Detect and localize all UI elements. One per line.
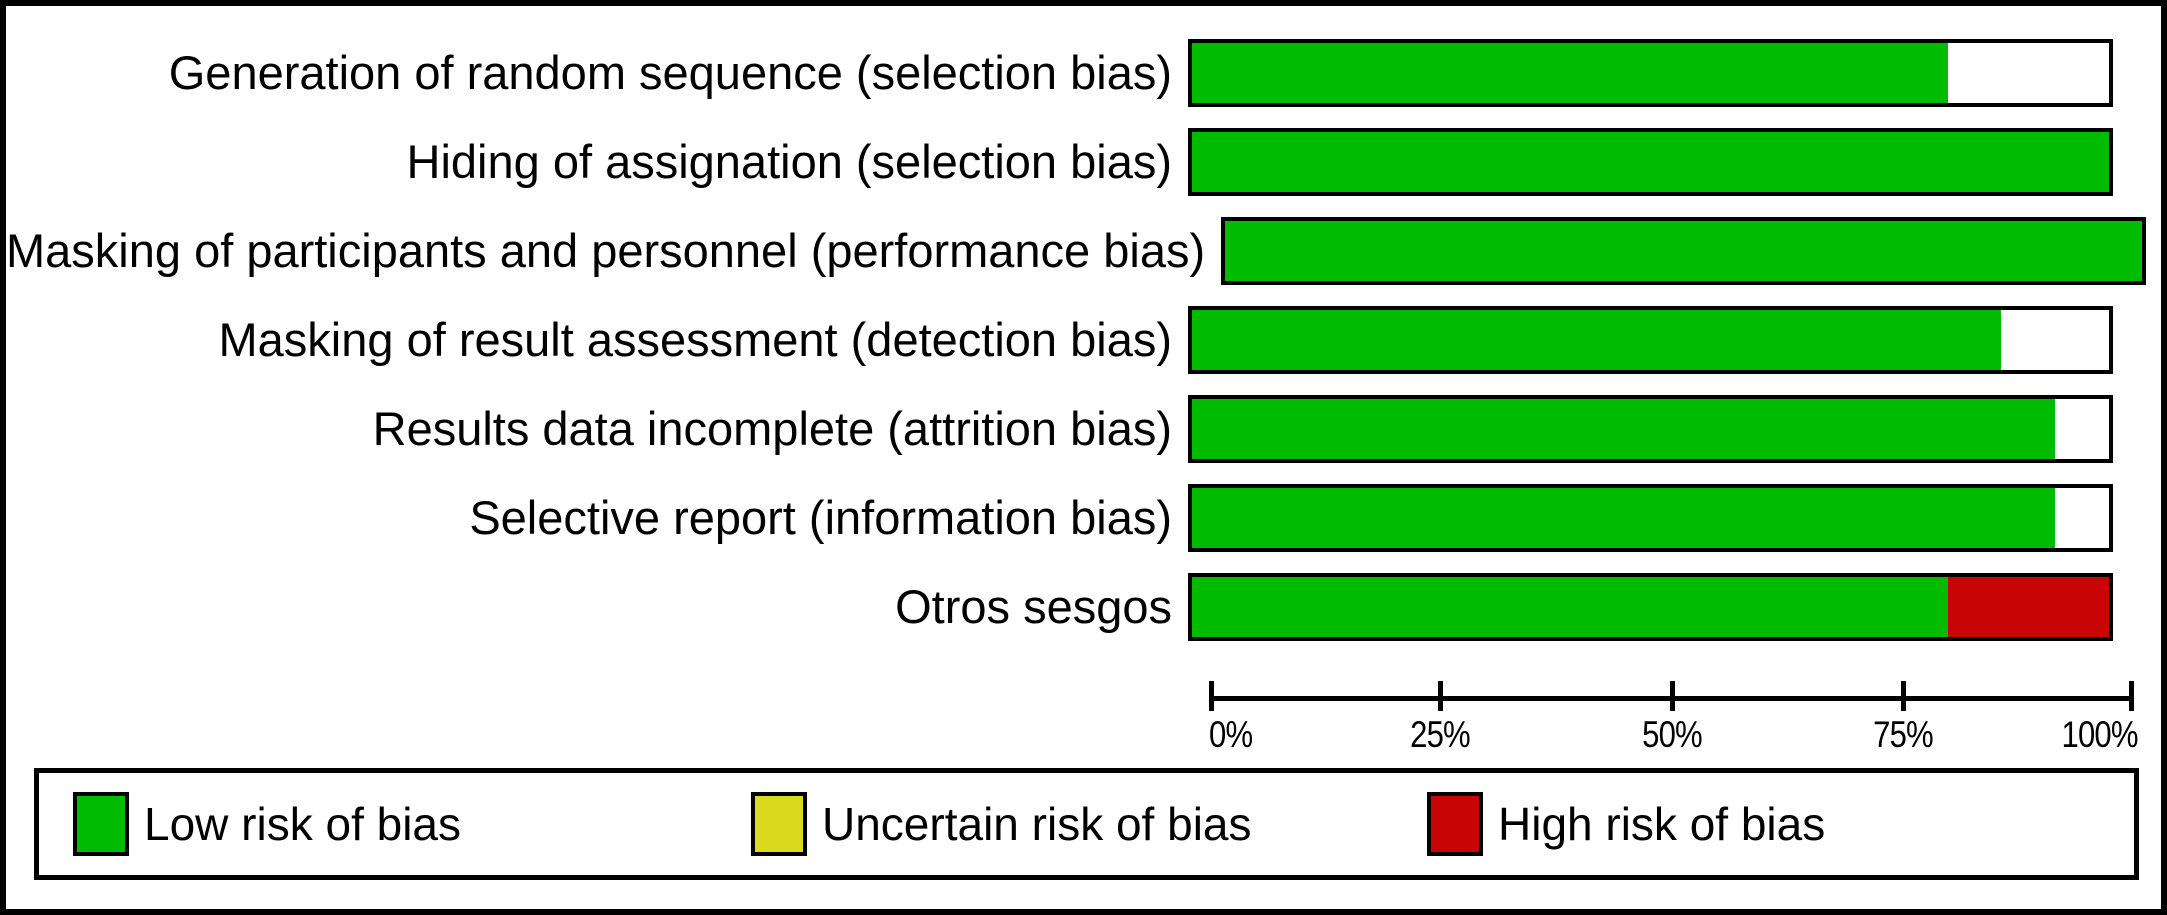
bar-row: Results data incomplete (attrition bias) <box>6 384 2161 473</box>
legend: Low risk of bias Uncertain risk of bias Hi… <box>34 768 2139 880</box>
x-axis-line: 0% 25% 50% 75% 100% <box>1209 681 2139 755</box>
bar-track <box>1188 305 2113 374</box>
legend-swatch-low <box>73 792 129 856</box>
legend-item: Low risk of bias <box>73 792 461 856</box>
row-label: Hiding of assignation (selection bias) <box>406 134 1172 188</box>
bar-track <box>1188 572 2113 641</box>
axis-tick-label: 50% <box>1641 714 1703 755</box>
low-risk-segment <box>1225 220 2143 281</box>
axis-tick-label: 100% <box>2061 714 2139 755</box>
bar-row: Masking of participants and personnel (p… <box>6 206 2161 295</box>
legend-item: High risk of bias <box>1427 792 1825 856</box>
axis-tick <box>2129 681 2134 711</box>
low-risk-segment <box>1192 576 1948 637</box>
low-risk-segment <box>1192 309 2001 370</box>
legend-item: Uncertain risk of bias <box>751 792 1252 856</box>
legend-label: Low risk of bias <box>144 798 462 850</box>
row-label: Generation of random sequence (selection… <box>168 45 1172 99</box>
axis-tick <box>1900 681 1906 711</box>
row-label: Masking of result assessment (detection … <box>218 312 1172 366</box>
axis-tick <box>1438 681 1444 711</box>
axis-tick <box>1669 681 1675 711</box>
bar-row: Otros sesgos <box>6 562 2161 651</box>
bar-row: Selective report (information bias) <box>6 473 2161 562</box>
bar-track <box>1221 216 2147 285</box>
axis-tick <box>1209 681 1214 711</box>
low-risk-segment <box>1192 398 2055 459</box>
bar-track <box>1188 483 2113 552</box>
axis-tick-label: 0% <box>1209 714 1253 755</box>
high-risk-segment <box>1947 576 2109 637</box>
low-risk-segment <box>1192 131 2109 192</box>
low-risk-segment <box>1192 487 2055 548</box>
bar-track <box>1188 394 2113 463</box>
legend-swatch-high <box>1427 792 1483 856</box>
axis-tick-label: 75% <box>1872 714 1934 755</box>
axis-tick-label: 25% <box>1410 714 1471 755</box>
row-label: Selective report (information bias) <box>469 490 1172 544</box>
bar-track <box>1188 38 2113 107</box>
legend-swatch-uncertain <box>751 792 807 856</box>
row-label: Masking of participants and personnel (p… <box>6 223 1206 277</box>
x-axis: 0% 25% 50% 75% 100% <box>1209 681 2139 755</box>
row-label: Results data incomplete (attrition bias) <box>372 401 1172 455</box>
low-risk-segment <box>1192 42 1948 103</box>
legend-label: High risk of bias <box>1498 798 1826 850</box>
bar-track <box>1188 127 2113 196</box>
bar-row: Masking of result assessment (detection … <box>6 295 2161 384</box>
bar-row: Hiding of assignation (selection bias) <box>6 117 2161 206</box>
legend-label: Uncertain risk of bias <box>822 798 1252 850</box>
bar-row: Generation of random sequence (selection… <box>6 28 2161 117</box>
bar-rows: Generation of random sequence (selection… <box>6 28 2161 651</box>
row-label: Otros sesgos <box>895 579 1172 633</box>
